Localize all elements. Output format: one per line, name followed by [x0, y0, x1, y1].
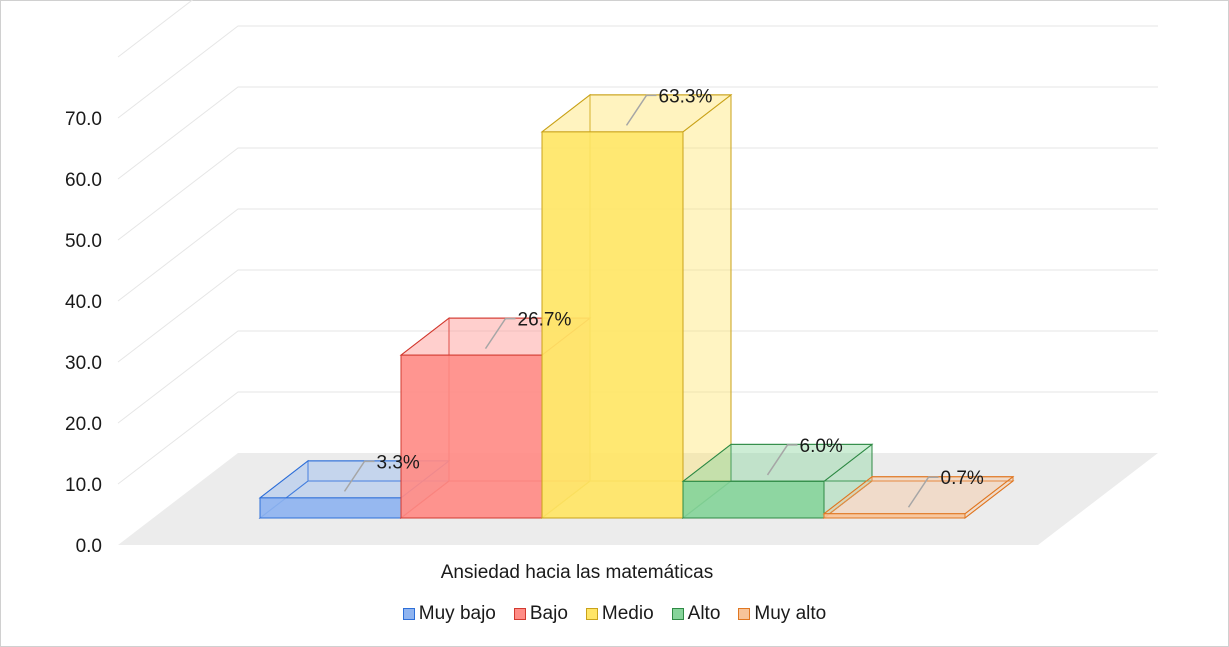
legend-item: Bajo	[513, 603, 568, 625]
legend-item: Alto	[671, 603, 721, 625]
bar-alto	[681, 443, 874, 520]
y-tick-label: 50.0	[65, 231, 102, 252]
legend-label: Muy alto	[754, 603, 827, 624]
data-labels: 3.3% 26.7% 63.3% 6.0% 0.7%	[343, 86, 984, 508]
bar-medio	[540, 93, 733, 520]
legend-swatch	[738, 608, 751, 620]
gridline	[117, 25, 1158, 119]
legend-swatch	[671, 608, 684, 620]
data-label: 26.7%	[518, 310, 572, 331]
gridline	[117, 147, 1158, 241]
gridline	[117, 269, 1158, 363]
legend-label: Medio	[601, 603, 654, 624]
data-label: 3.3%	[377, 452, 420, 473]
gridline	[117, 208, 1158, 302]
data-label-leader	[625, 94, 657, 126]
legend-label: Muy bajo	[418, 603, 496, 624]
gridline	[117, 0, 194, 58]
data-label-leader	[343, 460, 375, 492]
y-tick-label: 70.0	[65, 109, 102, 130]
gridline	[117, 330, 1158, 424]
y-tick-label: 0.0	[76, 536, 102, 557]
data-label-leader	[484, 317, 516, 350]
legend-item: Medio	[585, 603, 654, 625]
bar-muy-alto	[822, 475, 1015, 520]
gridline	[117, 391, 1158, 485]
legend-item: Muy bajo	[402, 603, 496, 625]
legend: Muy bajo Bajo Medio Alto Muy alto	[0, 603, 1229, 625]
data-label: 63.3%	[659, 86, 713, 107]
legend-swatch	[585, 608, 598, 620]
data-label: 6.0%	[800, 436, 843, 457]
legend-label: Alto	[687, 603, 721, 624]
y-axis-tick-labels: 0.0 10.0 20.0 30.0 40.0 50.0 60.0 70.0	[65, 109, 102, 557]
x-axis-category-label: Ansiedad hacia las matemáticas	[441, 562, 713, 583]
data-label-leader	[766, 444, 798, 476]
legend-label: Bajo	[529, 603, 568, 624]
y-tick-label: 60.0	[65, 170, 102, 191]
bars	[258, 93, 1015, 520]
legend-item: Muy alto	[738, 603, 826, 625]
legend-swatch	[402, 608, 415, 620]
y-tick-label: 20.0	[65, 414, 102, 435]
y-tick-label: 40.0	[65, 292, 102, 313]
data-label-leader	[907, 476, 939, 508]
gridline	[117, 86, 1158, 180]
data-label: 0.7%	[941, 468, 984, 489]
y-tick-label: 10.0	[65, 475, 102, 496]
legend-swatch	[513, 608, 526, 620]
y-tick-label: 30.0	[65, 353, 102, 374]
